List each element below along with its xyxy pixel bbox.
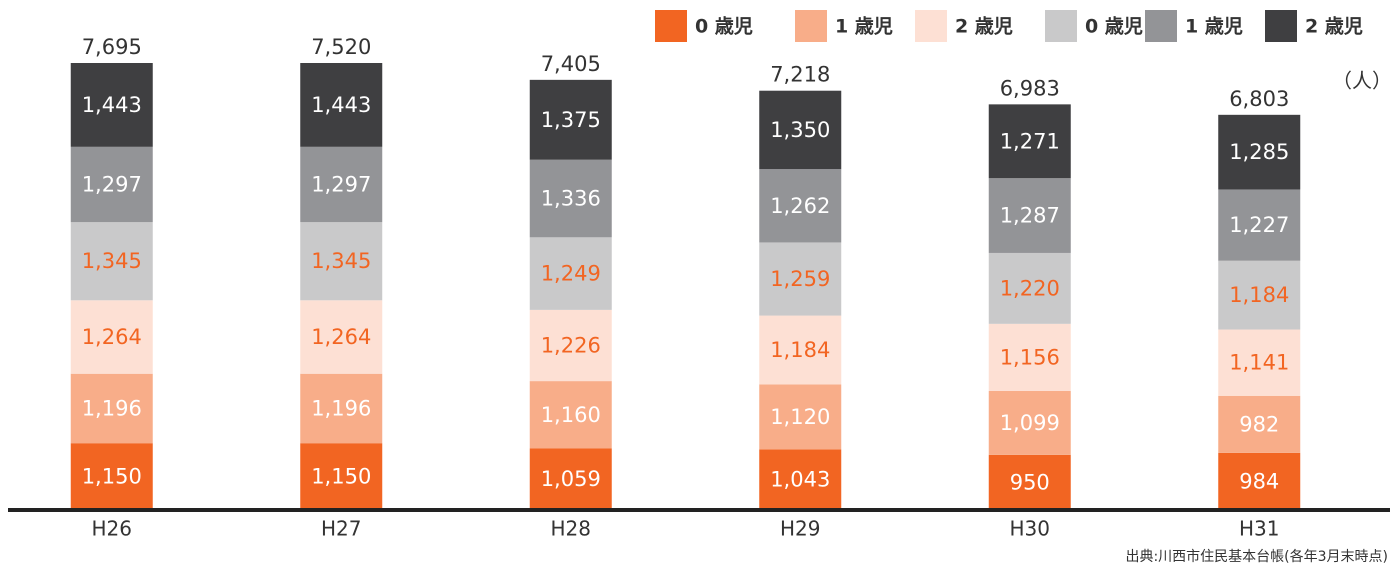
bar-segment: [529, 159, 612, 238]
value-label: 982: [1239, 412, 1279, 436]
bar-segment: [300, 373, 383, 444]
bar-segment: [759, 90, 842, 170]
bar-segment: [988, 454, 1071, 510]
value-label: 1,120: [770, 405, 830, 429]
legend-swatch: [655, 10, 687, 42]
bar-segment: [1218, 329, 1301, 396]
value-label: 1,297: [311, 172, 371, 196]
value-label: 1,184: [1229, 283, 1289, 307]
bar-segment: [988, 252, 1071, 324]
bar-segment: [1218, 189, 1301, 261]
value-label: 1,259: [770, 267, 830, 291]
total-label: 7,218: [770, 63, 830, 87]
value-label: 1,285: [1229, 140, 1289, 164]
bar-segment: [759, 315, 842, 385]
bar-segment: [300, 443, 383, 510]
value-label: 1,336: [541, 187, 601, 211]
bar-segment: [1218, 395, 1301, 453]
value-label: 1,443: [82, 93, 142, 117]
bar-segment: [70, 443, 153, 510]
bar-segment: [300, 222, 383, 301]
value-label: 1,345: [82, 249, 142, 273]
bar-segment: [529, 79, 612, 160]
bar-segment: [529, 381, 612, 449]
bar-segment: [70, 373, 153, 444]
value-label: 1,297: [82, 172, 142, 196]
total-label: 7,695: [82, 35, 142, 59]
bar-segment: [300, 146, 383, 223]
bar-segment: [759, 242, 842, 316]
value-label: 1,141: [1229, 351, 1289, 375]
bar-segment: [988, 178, 1071, 253]
bar-segment: [70, 146, 153, 223]
bar-segment: [988, 323, 1071, 391]
legend-swatch: [1145, 10, 1177, 42]
bar-segment: [70, 300, 153, 374]
bar-segment: [1218, 260, 1301, 330]
bar-segment: [759, 169, 842, 243]
value-label: 1,375: [541, 108, 601, 132]
total-label: 6,983: [1000, 76, 1060, 100]
bar-segment: [759, 384, 842, 450]
value-label: 1,345: [311, 249, 371, 273]
value-label: 1,227: [1229, 213, 1289, 237]
bar-segment: [529, 309, 612, 382]
bar-segment: [300, 63, 383, 147]
x-tick-label: H31: [1239, 517, 1280, 541]
legend-swatch: [1265, 10, 1297, 42]
legend-label: 2 歳児: [955, 16, 1013, 38]
value-label: 1,196: [311, 396, 371, 420]
value-label: 1,287: [1000, 204, 1060, 228]
legend-swatch: [1045, 10, 1077, 42]
value-label: 1,220: [1000, 276, 1060, 300]
value-label: 1,264: [311, 325, 371, 349]
legend-label: 0 歳児: [1085, 16, 1143, 38]
value-label: 1,249: [541, 262, 601, 286]
value-label: 1,350: [770, 118, 830, 142]
value-label: 1,059: [541, 467, 601, 491]
value-label: 1,264: [82, 325, 142, 349]
bar-segment: [759, 449, 842, 510]
total-label: 7,405: [541, 52, 601, 76]
bar-segment: [988, 104, 1071, 179]
x-tick-label: H29: [780, 517, 821, 541]
bar-segment: [529, 448, 612, 510]
value-label: 1,443: [311, 93, 371, 117]
value-label: 1,099: [1000, 411, 1060, 435]
value-label: 1,156: [1000, 345, 1060, 369]
value-label: 1,043: [770, 468, 830, 492]
bar-segment: [529, 237, 612, 310]
legend-swatch: [915, 10, 947, 42]
bar-segment: [1218, 114, 1301, 190]
legend-label: 1 歳児: [835, 16, 893, 38]
value-label: 1,150: [311, 465, 371, 489]
bar-segment: [1218, 452, 1301, 510]
bar-segment: [70, 63, 153, 147]
bar-segment: [300, 300, 383, 374]
unit-label: （人）: [1332, 69, 1392, 93]
x-tick-label: H26: [92, 517, 133, 541]
x-tick-label: H28: [551, 517, 592, 541]
legend-label: 1 歳児: [1185, 16, 1243, 38]
value-label: 1,160: [541, 403, 601, 427]
bar-segment: [70, 222, 153, 301]
legend-label: 2 歳児: [1305, 16, 1363, 38]
x-tick-label: H30: [1010, 517, 1051, 541]
value-label: 1,271: [1000, 129, 1060, 153]
legend-label: 0 歳児: [695, 16, 753, 38]
value-label: 1,262: [770, 194, 830, 218]
total-label: 7,520: [311, 35, 371, 59]
total-label: 6,803: [1229, 87, 1289, 111]
value-label: 1,150: [82, 465, 142, 489]
value-label: 1,184: [770, 338, 830, 362]
legend-swatch: [795, 10, 827, 42]
value-label: 1,226: [541, 333, 601, 357]
source: 出典:川西市住民基本台帳(各年3月末時点): [1125, 548, 1388, 565]
value-label: 950: [1010, 470, 1050, 494]
value-label: 984: [1239, 469, 1279, 493]
bar-segment: [988, 390, 1071, 455]
value-label: 1,196: [82, 396, 142, 420]
x-tick-label: H27: [321, 517, 362, 541]
